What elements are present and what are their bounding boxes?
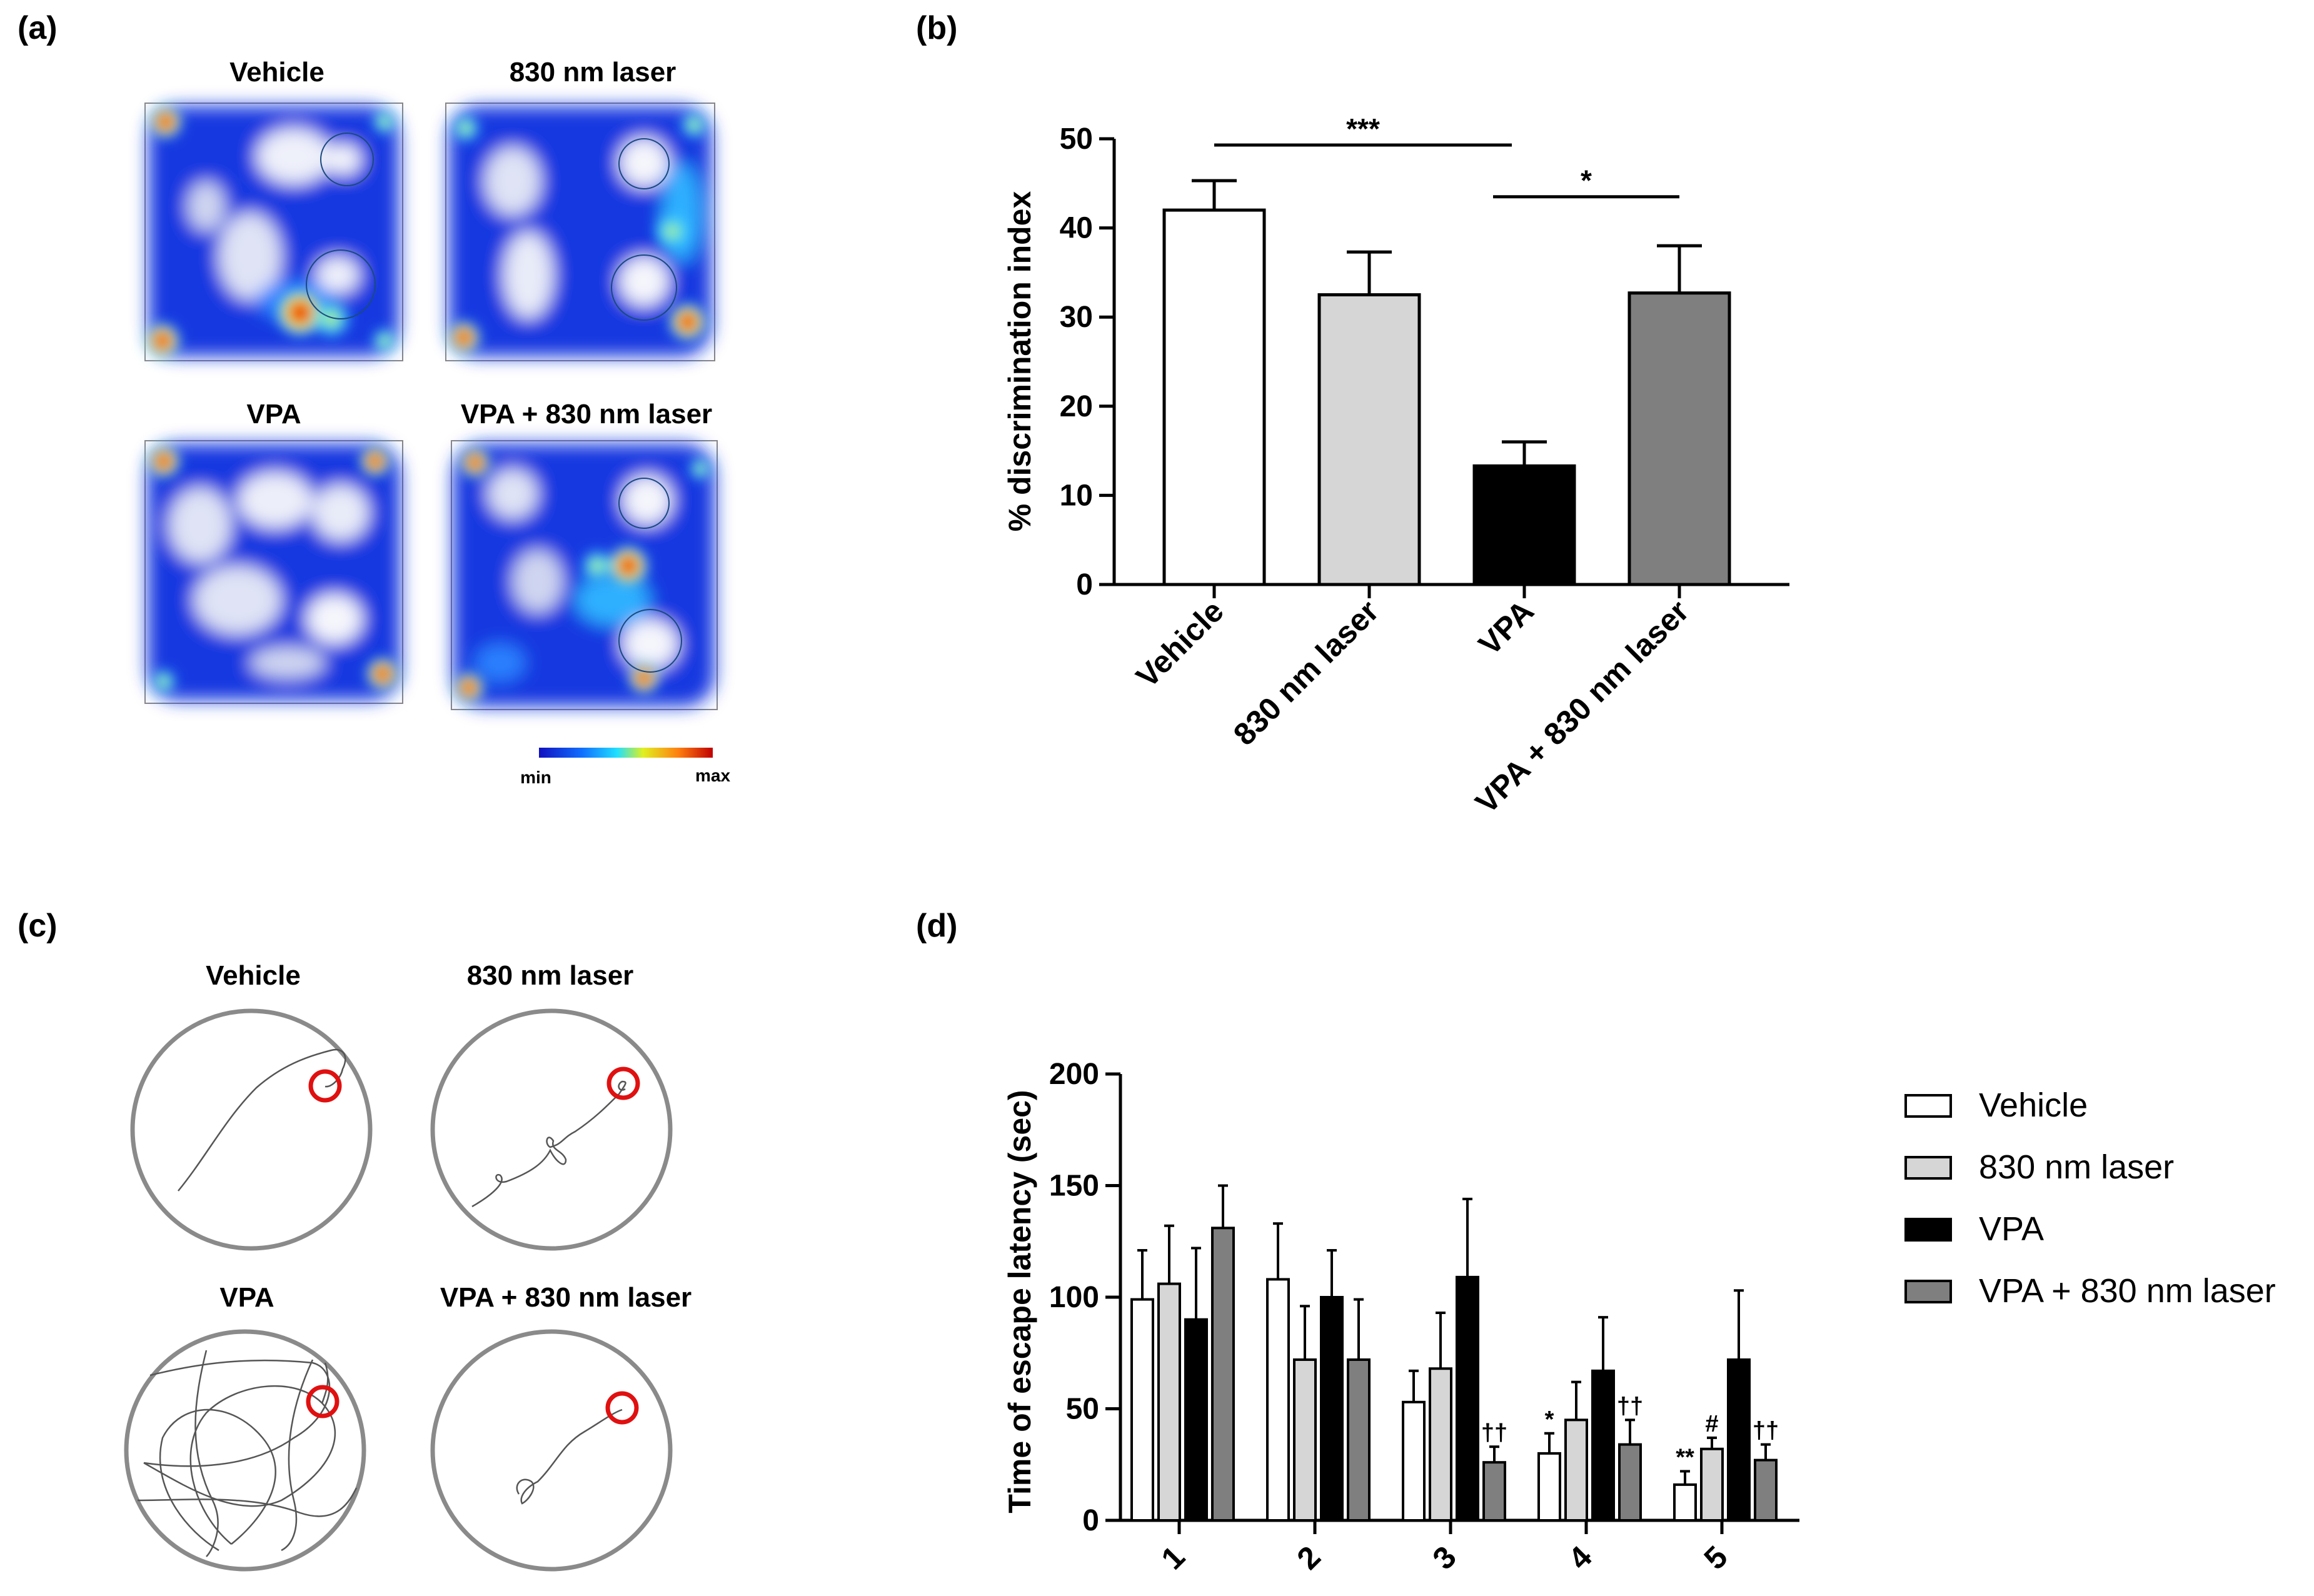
bar-day3-vpa-830-nm-laser (1482, 1461, 1506, 1522)
legend-swatch (1904, 1094, 1952, 1118)
x-tick-label: 5 (1698, 1539, 1734, 1576)
track-title-laser: 830 nm laser (467, 960, 634, 991)
track-title-vpa: VPA (219, 1282, 274, 1313)
discrimination-index-chart: % discrimination index 0 10 20 30 40 50 Vehic… (1002, 113, 1789, 820)
panel-label-c: (c) (18, 908, 58, 944)
y-tick-label: 10 (1060, 479, 1093, 512)
panel-label-b: (b) (916, 10, 957, 46)
significance-label: * (1581, 164, 1592, 197)
heatmap-colorbar: min max (520, 748, 730, 787)
legend: Vehicle 830 nm laser VPA VPA + 830 nm laser (1904, 1087, 2276, 1310)
panel-c: Vehicle 830 nm laser VPA VPA + 830 nm la… (124, 960, 692, 1572)
heatmap-title-laser: 830 nm laser (510, 57, 677, 88)
colorbar-max-label: max (695, 766, 730, 785)
platform-target-ring (308, 1069, 342, 1103)
bar-day2-vehicle (1266, 1278, 1290, 1522)
significance-label: †† (1481, 1420, 1507, 1446)
bar-day5-vehicle (1673, 1483, 1697, 1522)
x-tick-label: Vehicle (1129, 593, 1230, 694)
y-axis-label: % discrimination index (1002, 191, 1037, 532)
bar-day1-830-nm-laser (1157, 1282, 1181, 1522)
y-tick-label: 200 (1049, 1058, 1099, 1091)
platform-target-ring (306, 1385, 340, 1418)
heatmap-vpa (144, 440, 403, 704)
x-tick-label: 2 (1290, 1539, 1327, 1576)
bar-day1-vpa (1184, 1318, 1208, 1522)
track-title-vpa-laser: VPA + 830 nm laser (440, 1282, 692, 1313)
bar-day3-830-nm-laser (1429, 1367, 1452, 1522)
platform-target-ring (606, 1067, 640, 1100)
bar-day4-830-nm-laser (1564, 1418, 1588, 1522)
y-tick-label: 100 (1049, 1281, 1099, 1314)
bar-day2-vpa-830-nm-laser (1347, 1358, 1371, 1522)
heatmap-vpa-laser (451, 440, 718, 710)
bar-day5-830-nm-laser (1700, 1447, 1724, 1522)
significance-label: * (1545, 1407, 1554, 1433)
legend-label: 830 nm laser (1979, 1148, 2174, 1186)
heatmap-title-vpa-laser: VPA + 830 nm laser (461, 399, 712, 429)
significance-label: *** (1346, 113, 1380, 145)
legend-label: VPA (1979, 1210, 2044, 1248)
bar-vehicle (1162, 208, 1266, 586)
legend-swatch (1904, 1280, 1952, 1303)
x-tick-label: 3 (1426, 1539, 1463, 1576)
x-tick-label: VPA (1472, 593, 1541, 662)
colorbar-min-label: min (520, 768, 551, 787)
y-tick-label: 0 (1082, 1504, 1099, 1537)
heatmap-title-vpa: VPA (246, 399, 301, 429)
legend-swatch (1904, 1156, 1952, 1180)
pool-laser (430, 1008, 673, 1251)
heatmap-vehicle (144, 103, 403, 361)
heatmap-laser (445, 103, 715, 361)
y-tick-label: 150 (1049, 1170, 1099, 1203)
significance-label: †† (1617, 1393, 1643, 1419)
bar-day4-vehicle (1537, 1452, 1561, 1522)
escape-latency-chart: Time of escape latency (sec) 0 50 100 150 20… (1002, 1058, 2276, 1576)
bar-vpa (1472, 464, 1576, 586)
legend-label: Vehicle (1979, 1087, 2088, 1124)
y-tick-label: 0 (1076, 568, 1093, 601)
bar-day1-vpa-830-nm-laser (1211, 1227, 1235, 1522)
x-tick-label: 1 (1155, 1539, 1192, 1576)
bar-day4-vpa-830-nm-laser (1618, 1443, 1642, 1522)
track-title-vehicle: Vehicle (206, 960, 301, 991)
y-tick-label: 50 (1066, 1393, 1099, 1426)
panel-label-a: (a) (18, 10, 58, 46)
bar-day2-830-nm-laser (1293, 1358, 1317, 1522)
legend-label: VPA + 830 nm laser (1979, 1272, 2276, 1310)
x-tick-label: 830 nm laser (1227, 593, 1386, 752)
y-tick-label: 30 (1060, 301, 1093, 334)
panel-label-d: (d) (916, 908, 957, 944)
platform-target-ring (605, 1391, 639, 1425)
significance-label: # (1705, 1411, 1718, 1437)
bar-day2-vpa (1320, 1296, 1344, 1522)
panel-a: Vehicle 830 nm laser VPA VPA + 830 nm la… (144, 57, 730, 787)
bar-day1-vehicle (1130, 1298, 1154, 1522)
bar-day4-vpa (1591, 1369, 1615, 1522)
bar-day5-vpa-830-nm-laser (1754, 1458, 1778, 1522)
pool-vpa-laser (430, 1329, 673, 1572)
heatmap-title-vehicle: Vehicle (229, 57, 324, 88)
bar-day3-vehicle (1402, 1400, 1426, 1522)
pool-vpa (124, 1329, 366, 1572)
legend-swatch (1904, 1218, 1952, 1242)
significance-label: †† (1753, 1418, 1779, 1444)
y-tick-label: 20 (1060, 390, 1093, 423)
x-tick-label: 4 (1562, 1539, 1599, 1576)
pool-vehicle (130, 1008, 373, 1251)
y-tick-label: 40 (1060, 212, 1093, 245)
y-axis-label: Time of escape latency (sec) (1002, 1090, 1037, 1513)
bar-830-nm-laser (1317, 293, 1421, 586)
bar-day5-vpa (1727, 1358, 1751, 1522)
bar-vpa-830-nm-laser (1627, 291, 1731, 586)
y-tick-label: 50 (1060, 123, 1093, 156)
significance-label: ** (1676, 1444, 1694, 1470)
bar-day3-vpa (1456, 1275, 1479, 1522)
